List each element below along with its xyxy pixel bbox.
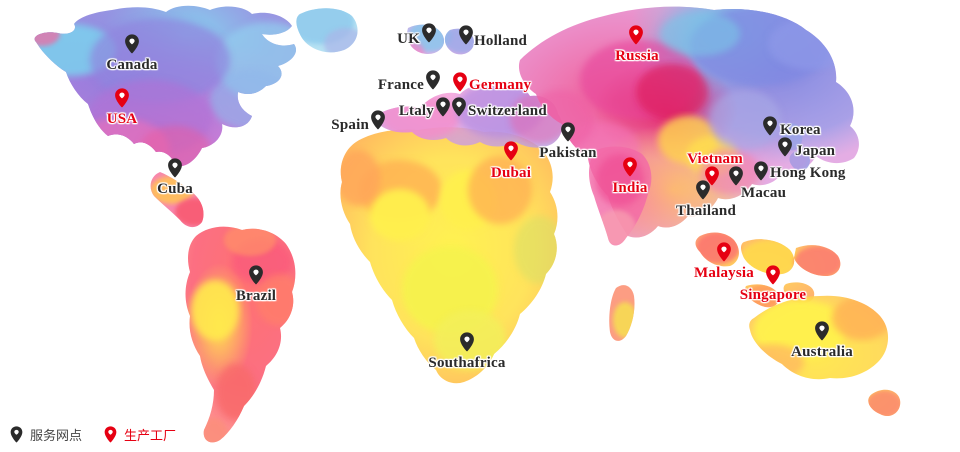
marker-label-russia: Russia	[615, 48, 659, 64]
map-pin-icon-germany[interactable]	[453, 72, 468, 92]
map-pin-icon-canada[interactable]	[125, 34, 140, 54]
legend-item-service: 服务网点	[10, 425, 82, 444]
map-pin-icon-dubai[interactable]	[504, 141, 519, 161]
legend-item-factory: 生产工厂	[104, 425, 176, 444]
map-pin-icon-cuba[interactable]	[168, 158, 183, 178]
map-pin-icon-india[interactable]	[623, 157, 638, 177]
map-pin-icon-malaysia[interactable]	[717, 242, 732, 262]
marker-label-korea: Korea	[780, 122, 821, 138]
map-pin-icon-spain[interactable]	[371, 110, 386, 130]
marker-label-australia: Australia	[791, 344, 853, 360]
marker-label-cuba: Cuba	[157, 181, 193, 197]
map-pin-icon-usa[interactable]	[115, 88, 130, 108]
map-pin-icon-macau[interactable]	[729, 166, 744, 186]
map-pin-icon-thailand[interactable]	[696, 180, 711, 200]
marker-label-india: India	[612, 180, 648, 196]
marker-label-vietnam: Vietnam	[687, 151, 743, 167]
marker-label-dubai: Dubai	[490, 165, 532, 181]
map-pin-icon-korea[interactable]	[763, 116, 778, 136]
map-pin-icon-brazil[interactable]	[249, 265, 264, 285]
marker-label-uk: UK	[397, 31, 420, 47]
marker-label-switzerland: Switzerland	[468, 103, 547, 119]
marker-label-macau: Macau	[741, 185, 787, 201]
map-pin-icon-uk[interactable]	[422, 23, 437, 43]
map-pin-icon-southafrica[interactable]	[460, 332, 475, 352]
map-pin-icon-australia[interactable]	[815, 321, 830, 341]
marker-label-singapore: Singapore	[739, 287, 807, 303]
map-pin-icon-russia[interactable]	[629, 25, 644, 45]
map-pin-icon	[10, 426, 23, 443]
map-pin-icon-japan[interactable]	[778, 137, 793, 157]
marker-label-usa: USA	[106, 111, 138, 127]
marker-label-spain: Spain	[331, 117, 369, 133]
marker-label-pakistan: Pakistan	[539, 145, 597, 161]
marker-label-canada: Canada	[106, 57, 158, 73]
marker-label-brazil: Brazil	[235, 288, 277, 304]
map-pin-icon-pakistan[interactable]	[561, 122, 576, 142]
marker-label-france: France	[377, 77, 424, 93]
marker-label-southafrica: Southafrica	[428, 355, 506, 371]
map-pin-icon-switzerland[interactable]	[452, 97, 467, 117]
map-pin-icon-holland[interactable]	[459, 25, 474, 45]
marker-label-japan: Japan	[795, 143, 836, 159]
marker-label-thailand: Thailand	[676, 203, 736, 219]
marker-label-malaysia: Malaysia	[694, 265, 754, 281]
map-pin-icon-hong-kong[interactable]	[754, 161, 769, 181]
legend-label-factory: 生产工厂	[124, 429, 177, 444]
marker-label-hong-kong: Hong Kong	[770, 165, 846, 181]
map-pin-icon-singapore[interactable]	[766, 265, 781, 285]
marker-label-holland: Holland	[474, 33, 528, 49]
legend-label-service: 服务网点	[30, 429, 83, 444]
marker-label-germany: Germany	[469, 77, 532, 93]
marker-label-ltaly: Ltaly	[398, 103, 434, 119]
map-pin-icon-ltaly[interactable]	[436, 97, 451, 117]
map-pin-icon-vietnam[interactable]	[705, 166, 720, 186]
map-pin-icon	[104, 426, 117, 443]
map-pin-icon-france[interactable]	[426, 70, 441, 90]
map-legend: 服务网点 生产工厂	[10, 425, 176, 444]
